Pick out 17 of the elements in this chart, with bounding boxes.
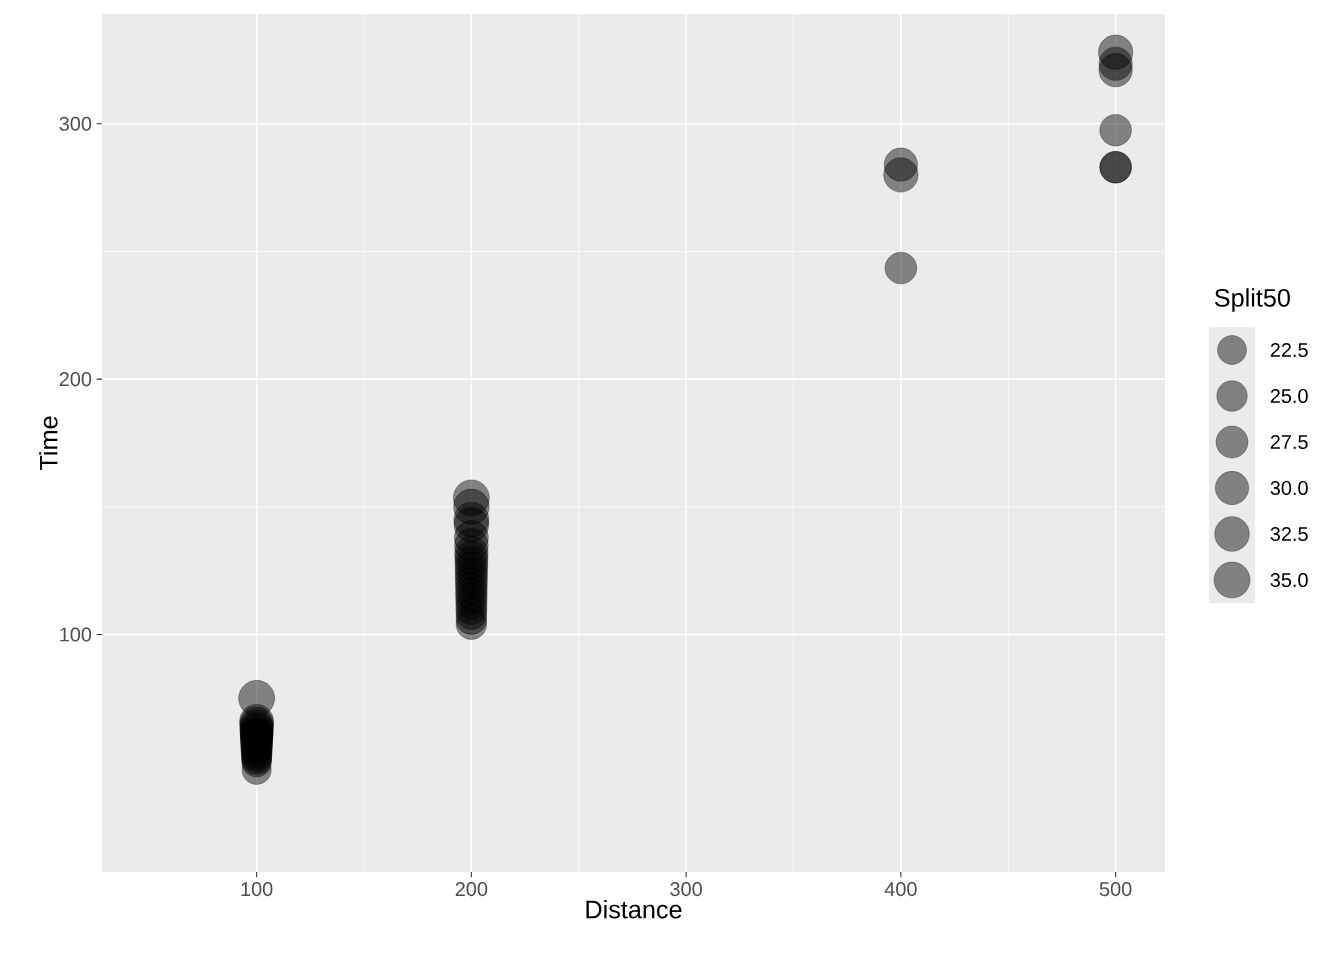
x-tick-label: 500 bbox=[1099, 882, 1132, 897]
x-axis-title: Distance bbox=[586, 899, 682, 919]
y-tick-label: 300 bbox=[59, 116, 92, 131]
legend-title: Split50 bbox=[1214, 288, 1290, 312]
y-tick-label: 200 bbox=[59, 372, 92, 387]
legend-label: 35.0 bbox=[1270, 572, 1308, 588]
y-axis-title: Time bbox=[39, 416, 58, 471]
x-tick-label: 200 bbox=[455, 882, 488, 897]
x-tick-label: 300 bbox=[670, 882, 702, 897]
legend-label: 30.0 bbox=[1270, 480, 1308, 496]
y-tick-label: 100 bbox=[60, 627, 92, 642]
x-tick-label: 400 bbox=[884, 882, 917, 897]
x-tick-label: 100 bbox=[241, 882, 273, 897]
legend-label: 32.5 bbox=[1270, 526, 1308, 542]
legend-label: 25.0 bbox=[1270, 388, 1308, 404]
legend-label: 22.5 bbox=[1270, 342, 1308, 358]
legend-label: 27.5 bbox=[1270, 434, 1308, 450]
